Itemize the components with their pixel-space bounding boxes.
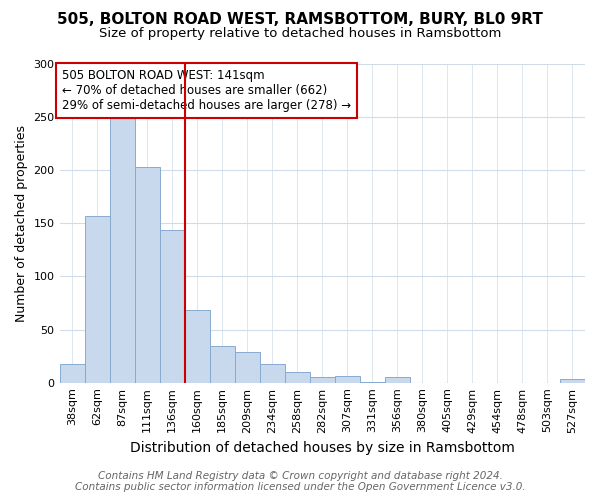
Bar xyxy=(85,216,110,382)
Bar xyxy=(110,117,134,382)
Bar xyxy=(310,378,335,382)
Bar xyxy=(134,167,160,382)
Y-axis label: Number of detached properties: Number of detached properties xyxy=(15,125,28,322)
Bar xyxy=(235,352,260,382)
Text: Contains HM Land Registry data © Crown copyright and database right 2024.
Contai: Contains HM Land Registry data © Crown c… xyxy=(74,471,526,492)
X-axis label: Distribution of detached houses by size in Ramsbottom: Distribution of detached houses by size … xyxy=(130,441,515,455)
Bar xyxy=(560,380,585,382)
Bar xyxy=(385,378,410,382)
Text: 505, BOLTON ROAD WEST, RAMSBOTTOM, BURY, BL0 9RT: 505, BOLTON ROAD WEST, RAMSBOTTOM, BURY,… xyxy=(57,12,543,28)
Bar xyxy=(59,364,85,382)
Bar xyxy=(160,230,185,382)
Bar xyxy=(285,372,310,382)
Bar xyxy=(260,364,285,382)
Text: 505 BOLTON ROAD WEST: 141sqm
← 70% of detached houses are smaller (662)
29% of s: 505 BOLTON ROAD WEST: 141sqm ← 70% of de… xyxy=(62,69,351,112)
Bar xyxy=(335,376,360,382)
Bar xyxy=(209,346,235,383)
Text: Size of property relative to detached houses in Ramsbottom: Size of property relative to detached ho… xyxy=(99,28,501,40)
Bar xyxy=(185,310,209,382)
